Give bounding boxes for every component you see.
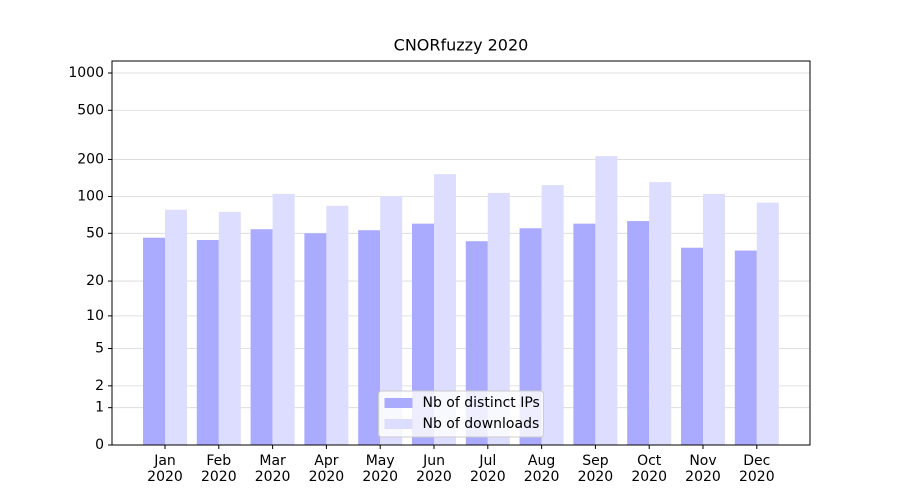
x-tick-label: Mar 2020 xyxy=(254,453,291,485)
x-tick-label: May 2020 xyxy=(362,453,398,485)
bar xyxy=(326,205,349,445)
y-tick-label: 20 xyxy=(86,273,104,289)
bar xyxy=(143,237,165,445)
y-tick-label: 2 xyxy=(95,378,104,394)
y-tick-label: 10 xyxy=(86,308,104,324)
bar xyxy=(434,174,456,446)
x-tick-label: Jan 2020 xyxy=(147,453,183,485)
x-tick-label: Jul 2020 xyxy=(469,453,506,485)
bar xyxy=(734,250,757,445)
chart-title: CNORfuzzy 2020 xyxy=(394,36,529,55)
legend: Nb of distinct IPs Nb of downloads xyxy=(378,390,544,438)
bar xyxy=(272,193,295,445)
y-tick-label: 50 xyxy=(86,225,104,241)
bar xyxy=(681,247,703,445)
y-tick-label: 5 xyxy=(95,341,104,357)
x-tick-label: Feb 2020 xyxy=(200,453,237,485)
x-tick-label: Nov 2020 xyxy=(685,453,721,485)
bar xyxy=(487,192,510,445)
x-tick-label: Sep 2020 xyxy=(577,453,614,485)
y-tick-label: 0 xyxy=(95,437,104,453)
legend-label: Nb of distinct IPs xyxy=(423,395,540,411)
bar xyxy=(304,233,327,445)
bar xyxy=(703,193,725,445)
bar xyxy=(412,223,434,445)
bar xyxy=(595,156,618,445)
legend-label: Nb of downloads xyxy=(423,416,540,432)
legend-swatch xyxy=(384,398,413,408)
x-tick-label: Oct 2020 xyxy=(631,453,667,485)
y-tick-label: 500 xyxy=(77,102,104,118)
x-tick-label: Apr 2020 xyxy=(308,453,345,485)
bar xyxy=(165,209,187,445)
y-tick-label: 1000 xyxy=(68,65,104,81)
bar xyxy=(380,195,403,445)
bar xyxy=(756,202,779,445)
legend-box xyxy=(378,390,544,438)
bar xyxy=(250,229,273,445)
bar xyxy=(541,185,564,445)
bar xyxy=(573,223,596,445)
y-tick-label: 1 xyxy=(95,400,104,416)
x-tick-label: Jun 2020 xyxy=(416,453,452,485)
bar xyxy=(358,230,381,445)
legend-swatch xyxy=(384,419,413,429)
x-tick-label: Aug 2020 xyxy=(523,453,560,485)
y-tick-label: 200 xyxy=(77,151,104,167)
bar xyxy=(627,221,650,445)
axes-frame xyxy=(111,60,811,446)
y-tick-label: 100 xyxy=(77,189,104,205)
bar xyxy=(196,240,219,445)
bar xyxy=(649,182,672,445)
bar xyxy=(218,211,241,445)
x-tick-label: Dec 2020 xyxy=(738,453,775,485)
